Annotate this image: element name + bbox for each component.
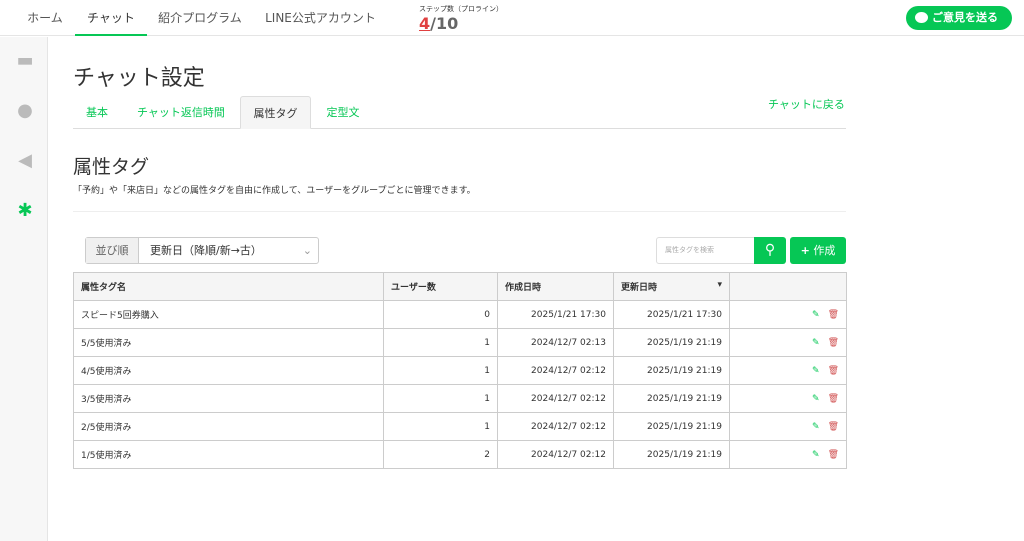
table-row: 2/5使用済み 1 2024/12/7 02:12 2025/1/19 21:19 ✎ 🗑	[73, 412, 847, 441]
nav-line-account[interactable]: LINE公式アカウント	[265, 11, 376, 25]
col-updated[interactable]: 更新日時 ▾	[613, 272, 730, 301]
row-actions: ✎ 🗑	[729, 440, 847, 469]
chat-bubble-icon	[915, 12, 928, 23]
updated-at: 2025/1/19 21:19	[613, 356, 730, 385]
section-title: 属性タグ	[73, 156, 150, 178]
row-actions: ✎ 🗑	[729, 328, 847, 357]
tag-name[interactable]: 1/5使用済み	[73, 440, 384, 469]
edit-pencil-icon[interactable]: ✎	[812, 393, 820, 404]
updated-at: 2025/1/19 21:19	[613, 328, 730, 357]
user-count: 0	[383, 300, 498, 329]
feedback-label: ご意見を送る	[932, 11, 998, 24]
col-actions	[729, 272, 847, 301]
chat-icon[interactable]: ▬	[16, 50, 34, 71]
nav-home[interactable]: ホーム	[27, 11, 63, 25]
edit-pencil-icon[interactable]: ✎	[812, 449, 820, 460]
edit-pencil-icon[interactable]: ✎	[812, 337, 820, 348]
user-count: 1	[383, 384, 498, 413]
sort-value: 更新日（降順/新→古）	[150, 244, 262, 257]
table-row: スピード5回券購入 0 2025/1/21 17:30 2025/1/21 17:30…	[73, 300, 847, 329]
delete-trash-icon[interactable]: 🗑	[827, 365, 839, 376]
tag-name[interactable]: 2/5使用済み	[73, 412, 384, 441]
col-users[interactable]: ユーザー数	[383, 272, 498, 301]
table-row: 5/5使用済み 1 2024/12/7 02:13 2025/1/19 21:19 ✎ 🗑	[73, 328, 847, 357]
user-count: 2	[383, 440, 498, 469]
table-row: 1/5使用済み 2 2024/12/7 02:12 2025/1/19 21:19 ✎ 🗑	[73, 440, 847, 469]
step-total: /10	[430, 14, 459, 33]
edit-pencil-icon[interactable]: ✎	[812, 421, 820, 432]
delete-trash-icon[interactable]: 🗑	[827, 393, 839, 404]
tab-attribute-tags[interactable]: 属性タグ	[240, 96, 311, 129]
created-at: 2024/12/7 02:12	[497, 440, 614, 469]
settings-tabs: 基本 チャット返信時間 属性タグ 定型文	[73, 96, 846, 129]
tag-name[interactable]: 4/5使用済み	[73, 356, 384, 385]
row-actions: ✎ 🗑	[729, 384, 847, 413]
megaphone-icon[interactable]: ◀	[18, 150, 32, 171]
delete-trash-icon[interactable]: 🗑	[827, 449, 839, 460]
search-input[interactable]: 属性タグを検索	[656, 237, 755, 264]
row-actions: ✎ 🗑	[729, 356, 847, 385]
table-row: 3/5使用済み 1 2024/12/7 02:12 2025/1/19 21:19 ✎ 🗑	[73, 384, 847, 413]
col-created[interactable]: 作成日時	[497, 272, 614, 301]
divider	[73, 211, 846, 212]
sort-select[interactable]: 並び順 更新日（降順/新→古） ⌄	[85, 237, 319, 264]
tags-table: 属性タグ名 ユーザー数 作成日時 更新日時 ▾ スピード5回券購入 0 2025/1/…	[73, 272, 847, 469]
user-count: 1	[383, 412, 498, 441]
step-count-label: ステップ数（プロライン）	[419, 5, 503, 13]
created-at: 2024/12/7 02:12	[497, 412, 614, 441]
create-label: 作成	[813, 244, 836, 257]
gear-icon[interactable]: ✱	[17, 200, 33, 221]
sort-label: 並び順	[86, 238, 139, 263]
chevron-down-icon: ⌄	[302, 244, 312, 257]
updated-at: 2025/1/21 17:30	[613, 300, 730, 329]
feedback-button[interactable]: ご意見を送る	[906, 6, 1012, 30]
section-description: 「予約」や「来店日」などの属性タグを自由に作成して、ユーザーをグループごとに管理…	[73, 186, 476, 196]
table-row: 4/5使用済み 1 2024/12/7 02:12 2025/1/19 21:19 ✎ 🗑	[73, 356, 847, 385]
created-at: 2024/12/7 02:13	[497, 328, 614, 357]
step-current: 4	[419, 14, 431, 33]
created-at: 2024/12/7 02:12	[497, 384, 614, 413]
delete-trash-icon[interactable]: 🗑	[827, 309, 839, 320]
updated-at: 2025/1/19 21:19	[613, 384, 730, 413]
col-name[interactable]: 属性タグ名	[73, 272, 384, 301]
search-button[interactable]: ⚲	[754, 237, 786, 264]
step-count: ステップ数（プロライン） 4/10	[419, 4, 503, 33]
sidebar: ▬ ● ◀ ✱	[0, 37, 48, 541]
delete-trash-icon[interactable]: 🗑	[827, 421, 839, 432]
nav-chat[interactable]: チャット	[75, 0, 147, 36]
tab-basic[interactable]: 基本	[86, 106, 108, 119]
user-icon[interactable]: ●	[17, 100, 33, 121]
tag-name[interactable]: 3/5使用済み	[73, 384, 384, 413]
delete-trash-icon[interactable]: 🗑	[827, 337, 839, 348]
edit-pencil-icon[interactable]: ✎	[812, 365, 820, 376]
user-count: 1	[383, 356, 498, 385]
created-at: 2025/1/21 17:30	[497, 300, 614, 329]
nav-referral[interactable]: 紹介プログラム	[158, 11, 242, 25]
sort-desc-icon: ▾	[717, 280, 722, 290]
row-actions: ✎ 🗑	[729, 300, 847, 329]
created-at: 2024/12/7 02:12	[497, 356, 614, 385]
updated-at: 2025/1/19 21:19	[613, 412, 730, 441]
page-title: チャット設定	[73, 66, 205, 91]
user-count: 1	[383, 328, 498, 357]
back-to-chat-link[interactable]: チャットに戻る	[768, 98, 845, 111]
top-bar: ホーム チャット 紹介プログラム LINE公式アカウント ステップ数（プロライン…	[0, 0, 1024, 36]
row-actions: ✎ 🗑	[729, 412, 847, 441]
plus-icon: +	[800, 244, 810, 257]
tab-reply-time[interactable]: チャット返信時間	[137, 106, 225, 119]
create-button[interactable]: + 作成	[790, 237, 846, 264]
tab-templates[interactable]: 定型文	[326, 106, 360, 119]
col-updated-label: 更新日時	[621, 283, 658, 293]
tag-name[interactable]: 5/5使用済み	[73, 328, 384, 357]
search-icon: ⚲	[764, 242, 776, 258]
tag-name[interactable]: スピード5回券購入	[73, 300, 384, 329]
updated-at: 2025/1/19 21:19	[613, 440, 730, 469]
edit-pencil-icon[interactable]: ✎	[812, 309, 820, 320]
